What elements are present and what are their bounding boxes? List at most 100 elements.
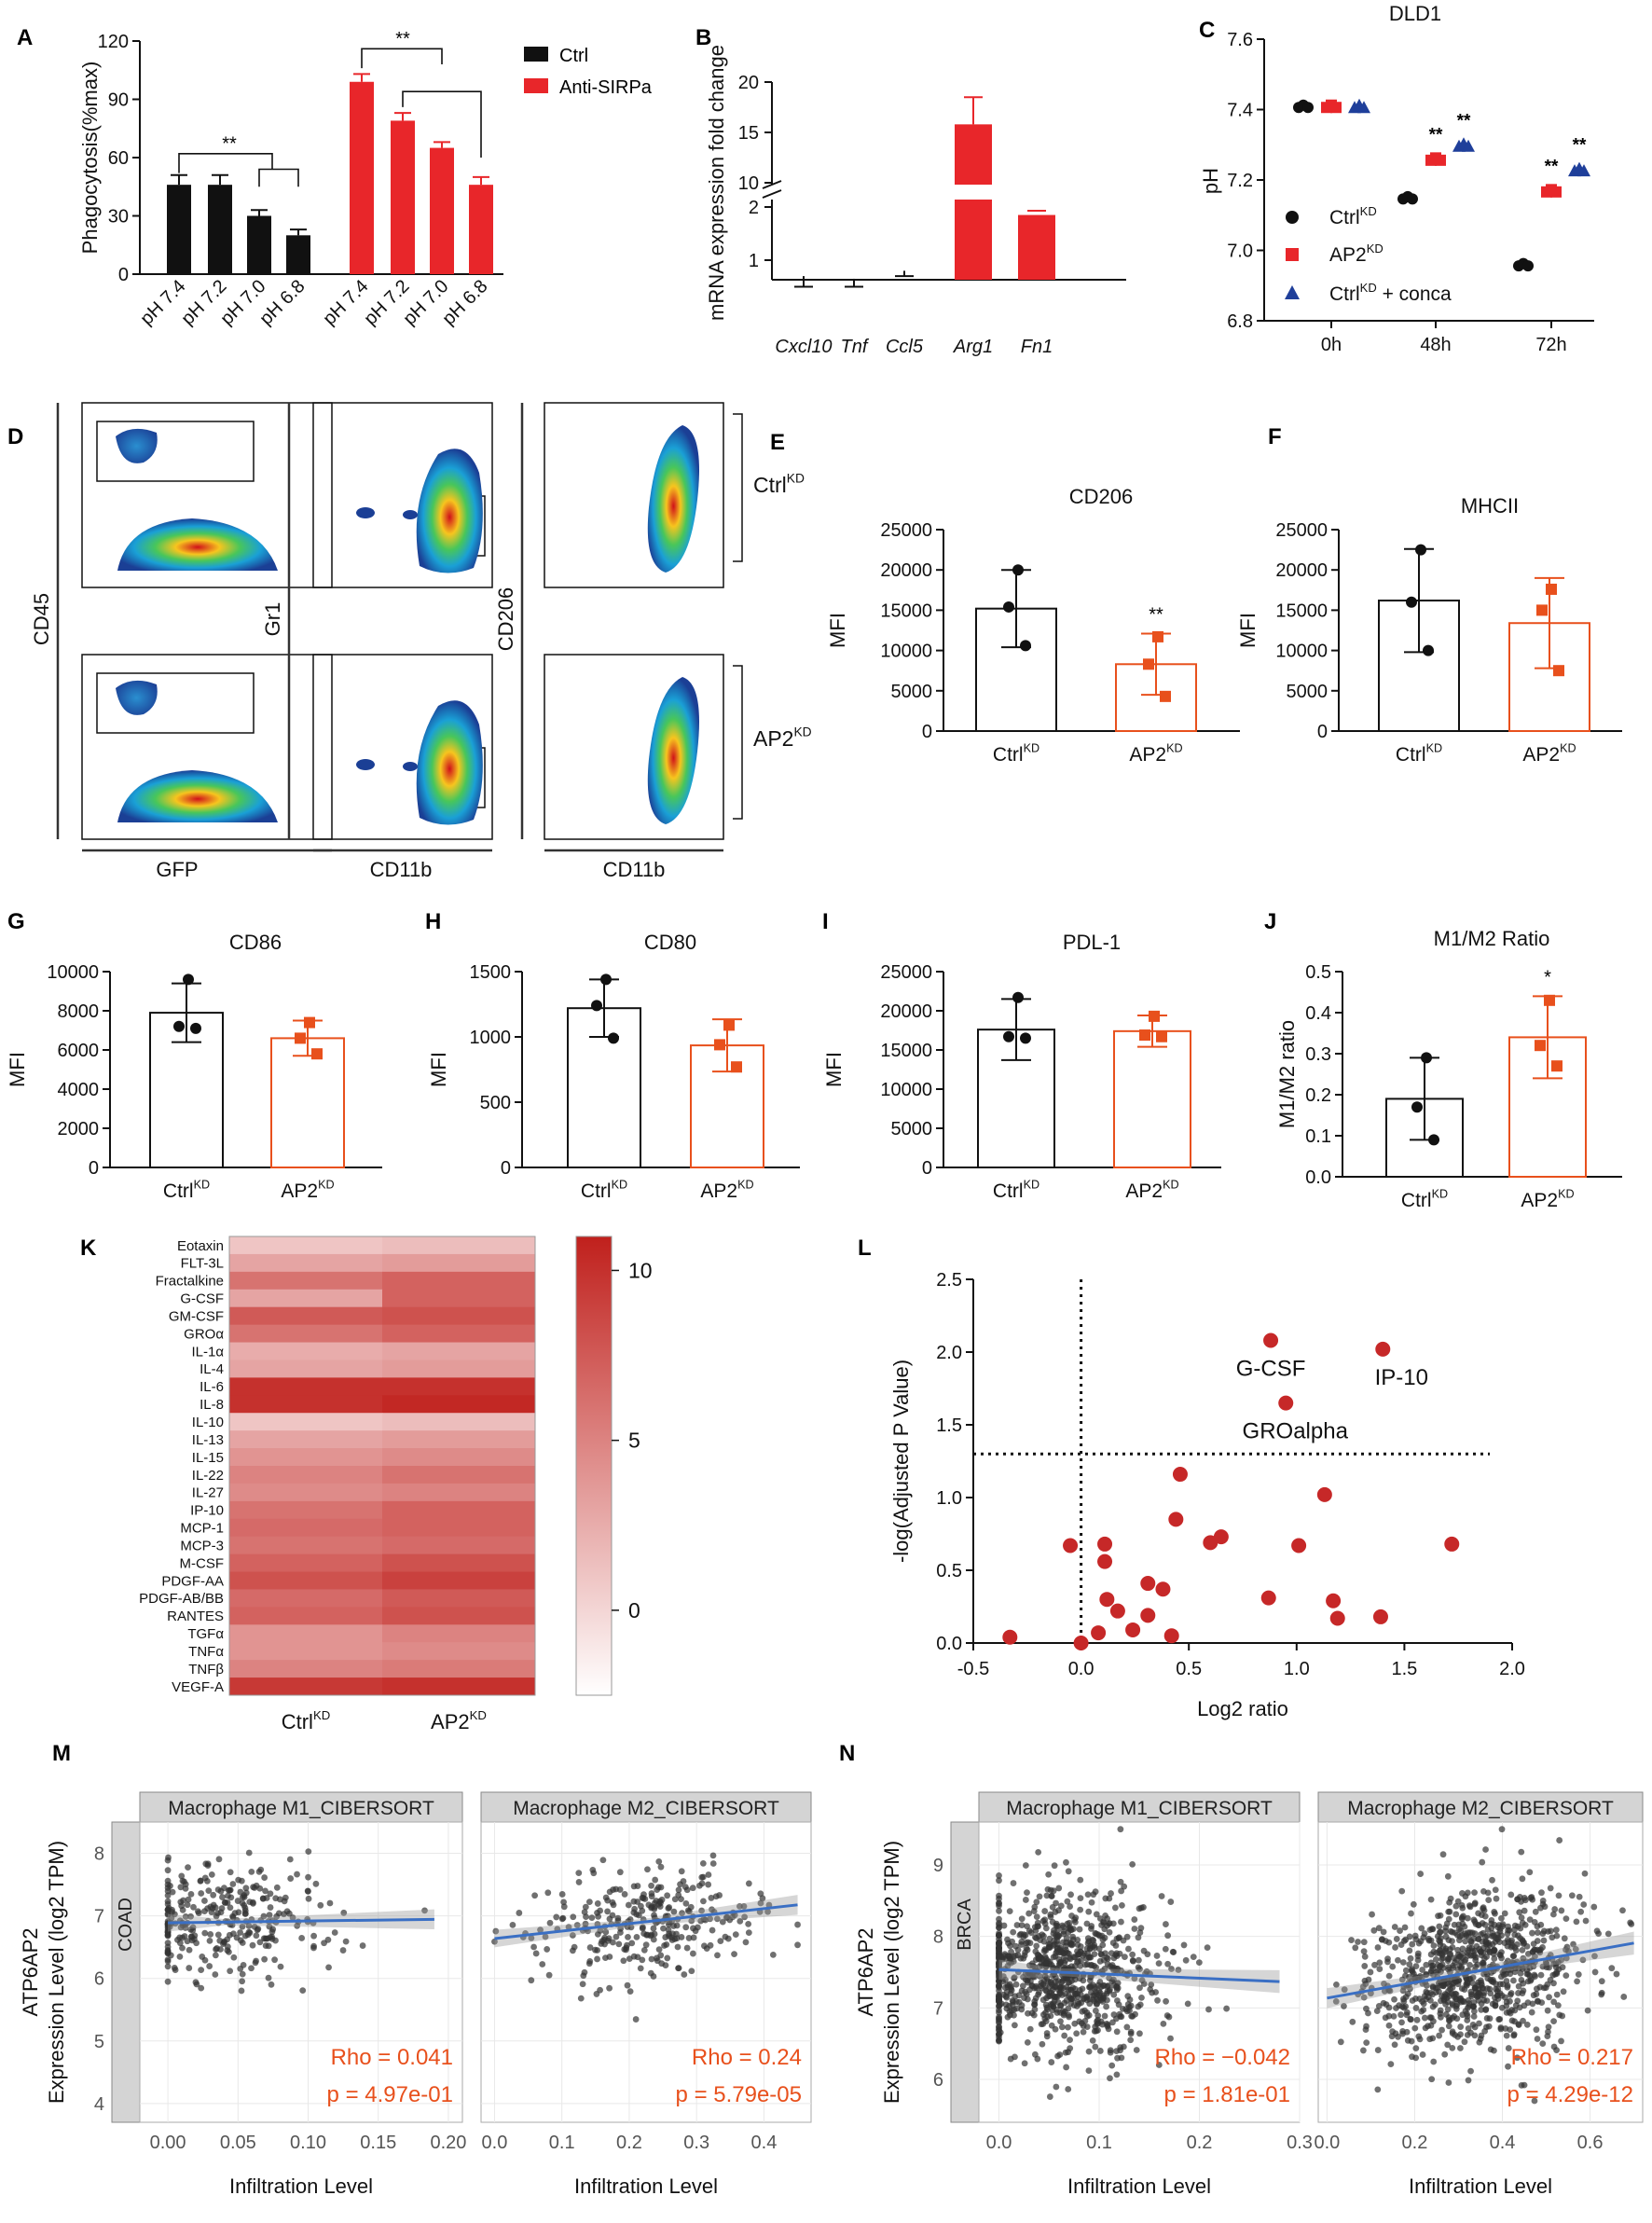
n-point [1081,2017,1089,2024]
m-point [699,1860,707,1867]
n-point [1169,1948,1177,1955]
n-point [1427,1951,1435,1958]
n-point [1521,1897,1529,1904]
n-point [1537,1921,1545,1928]
a-ytick-label: 120 [98,32,129,52]
n-point [1579,1956,1587,1964]
n-point [1481,1912,1489,1920]
e-point [1143,658,1154,670]
m-point [164,1911,172,1918]
d-axis-label: CD11b [603,858,666,881]
n-point [1549,1911,1557,1918]
n-point [1427,2014,1435,2022]
n-point [1373,2008,1381,2015]
m-point [700,1898,707,1905]
panel-l: 0.0 0.5 1.0 1.5 2.0 2.5 -0.5 0.0 0.5 1.0 1.5 2.0 Log… [889,1270,1525,1720]
l-point-label: IP-10 [1375,1365,1428,1390]
n-point [1406,1961,1413,1968]
n-point [1519,1875,1526,1883]
m-point [660,1925,667,1932]
l-point [1326,1593,1342,1609]
n-point [1036,1893,1043,1900]
n-point [1002,1993,1010,2000]
m-point [642,1941,650,1949]
k-cell [382,1536,536,1555]
n-point [1458,1964,1466,1970]
k-cell [229,1483,383,1502]
n-point [1021,2060,1028,2067]
m-point [324,1936,332,1943]
n-point [1064,1898,1071,1905]
n-facet-title: Macrophage M2_CIBERSORT [1347,1798,1614,1819]
n-point [1103,1954,1110,1961]
n-point [1475,1910,1482,1917]
m-point [673,1935,681,1942]
n-point [1430,1942,1438,1949]
m-point [239,1899,246,1907]
n-point [1432,1955,1439,1963]
n-point [1031,1997,1039,2005]
m-point [266,1912,273,1919]
k-cell [229,1642,383,1661]
m-point [620,1957,627,1965]
l-point [1291,1538,1307,1553]
m-xtick-label: 0.4 [751,2133,778,2153]
m-point [683,1886,691,1894]
n-point [1148,1981,1155,1988]
n-point [1048,1893,1055,1899]
n-point [1113,2048,1121,2055]
e-point [1152,630,1163,642]
n-point [1425,1994,1432,2001]
n-point [1129,1957,1136,1964]
k-cell [229,1607,383,1625]
b-xtick-label: Cxcl10 [775,337,832,357]
m-point [740,1903,748,1910]
n-point [1467,1939,1475,1946]
n-point [1381,1981,1387,1987]
n-point [1409,1968,1416,1976]
m-point [289,1914,296,1921]
m-point [597,1986,603,1994]
j-xtick-label: CtrlKD [1401,1188,1448,1211]
m-point [650,1925,657,1932]
n-point [1029,1973,1037,1981]
n-point [1014,1946,1022,1954]
m-point [180,1897,186,1904]
n-point [1060,2011,1067,2019]
l-point [1168,1512,1184,1527]
h-point [608,1032,619,1044]
n-point [1113,1997,1121,2004]
n-point [1071,2020,1079,2027]
m-point [609,1912,616,1919]
m-point [342,1938,350,1945]
n-point [1365,1976,1372,1983]
n-point [1384,1958,1391,1966]
a-xtick-label: pH 7.4 [136,276,189,329]
n-point [1449,2028,1456,2036]
l-point [1163,1628,1179,1644]
n-point [996,1892,1002,1899]
n-point [1077,1906,1084,1913]
k-cell [382,1483,536,1502]
n-point [1015,1992,1023,1999]
m-point [187,1912,194,1920]
n-point [1029,1962,1037,1969]
m-point [604,1908,611,1915]
g-ytick-label: 8000 [58,1001,100,1022]
k-row-label: Fractalkine [156,1274,224,1290]
k-row-label: IL-6 [200,1379,224,1395]
m-point [616,1886,624,1893]
n-point [1471,2023,1479,2031]
n-point [1446,1952,1453,1958]
n-point [1476,2020,1482,2027]
m-point [310,1944,317,1952]
m-point [630,1898,638,1905]
n-point [1487,1976,1494,1983]
n-point [1038,1984,1045,1992]
b-ytick-label: 1 [749,251,759,271]
n-point [1031,2050,1039,2058]
m-point [794,1921,801,1928]
d-gate [96,672,255,734]
m-point [794,1941,801,1949]
m-point [705,1871,712,1878]
